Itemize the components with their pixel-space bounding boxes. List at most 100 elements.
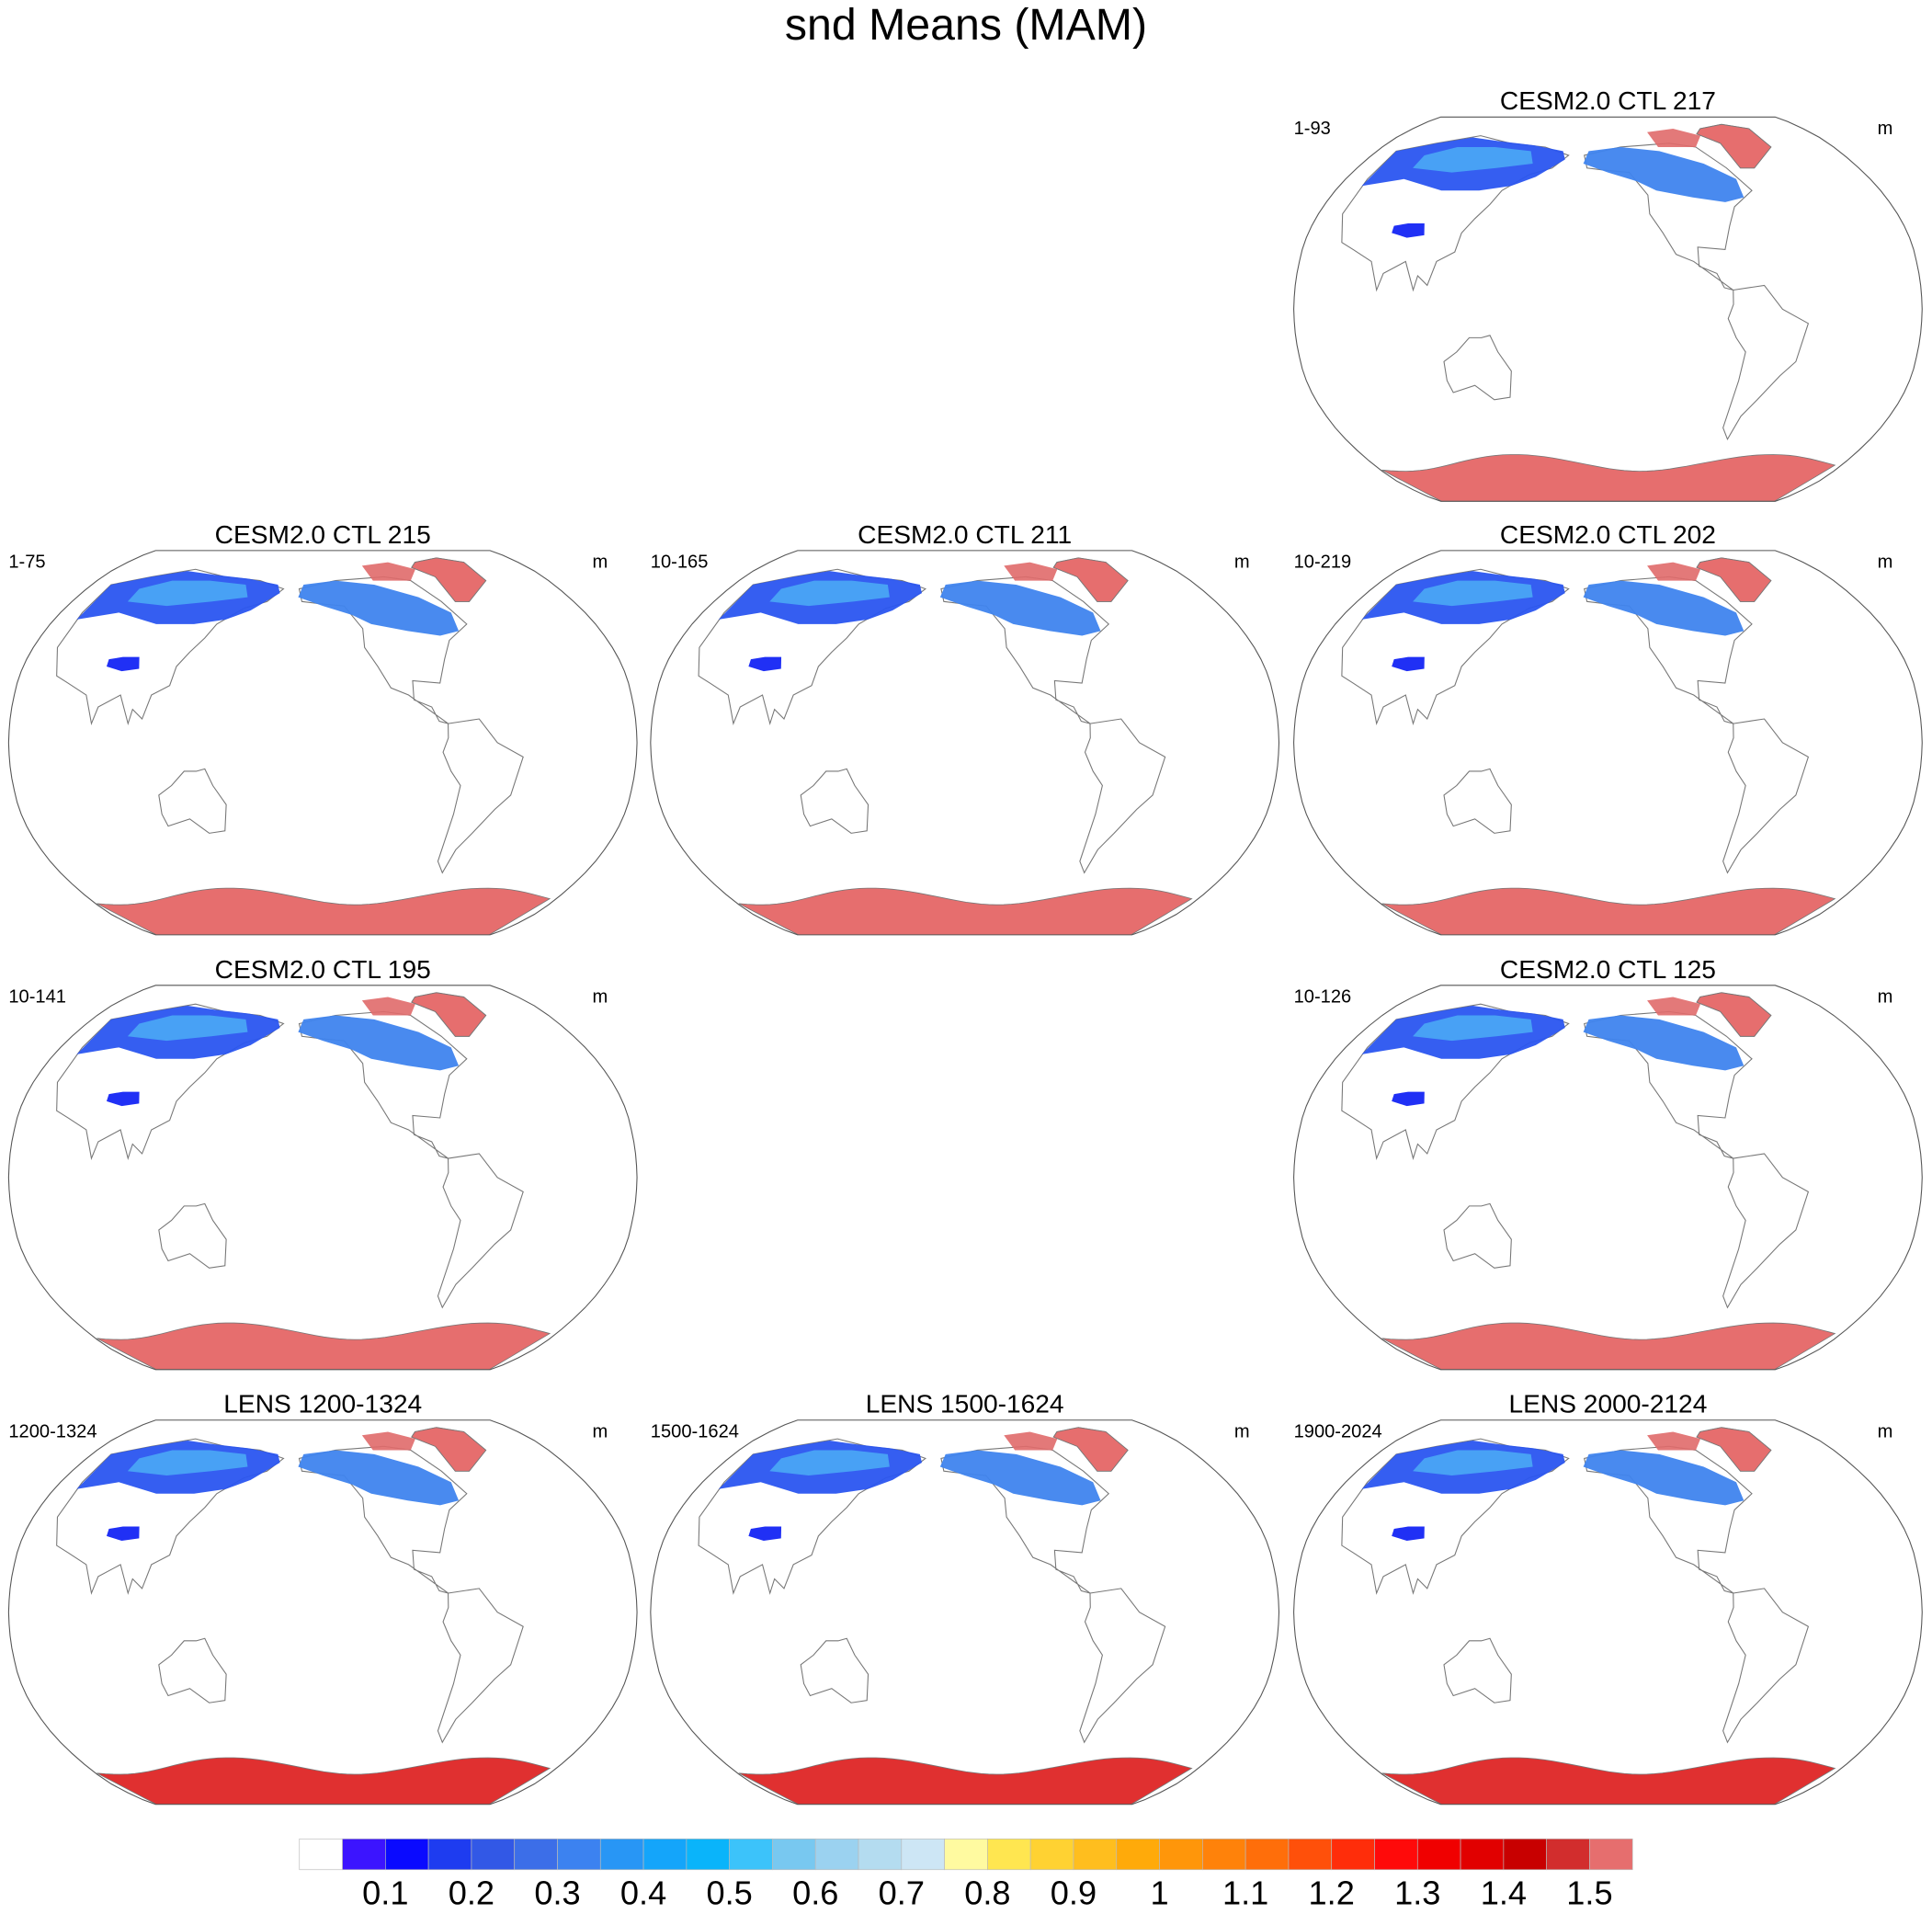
colorbar-label: 1.5 [1566,1874,1612,1911]
colorbar-box [987,1838,1031,1871]
panel-left-label: 1500-1624 [651,1422,739,1442]
panel-left-label: 1-75 [8,553,45,573]
coastline [940,1445,1110,1594]
coastline [1443,1637,1512,1703]
snow-greenland [411,557,487,602]
snow-tibet [106,1091,140,1107]
colorbar-label: 1.1 [1222,1874,1268,1911]
panel-title: CESM2.0 CTL 125 [1500,955,1716,984]
snow-eurasia-core [127,1015,248,1042]
colorbar-label: 0.5 [706,1874,752,1911]
snow-north-america [1583,580,1744,636]
colorbar-label: 1.2 [1309,1874,1355,1911]
snow-greenland [411,1427,487,1472]
snow-arctic-islands [1647,562,1701,581]
coastline [1722,1153,1810,1309]
snow-eurasia-core [1413,1015,1533,1042]
panel-left-label: 1-93 [1294,119,1331,139]
colorbar-box [814,1838,859,1871]
colorbar-label: 0.9 [1051,1874,1097,1911]
colorbar-box [1416,1838,1461,1871]
panel-units: m [592,553,608,573]
colorbar-box [1546,1838,1590,1871]
panel-units: m [592,1422,608,1442]
map-outline [1293,116,1923,502]
panel-left-label: 1200-1324 [8,1422,97,1442]
colorbar-label: 1.4 [1481,1874,1527,1911]
colorbar-box [1029,1838,1074,1871]
coastline [437,1588,524,1744]
colorbar-label: 1.3 [1394,1874,1440,1911]
snow-north-america [298,1450,460,1506]
snow-north-america [1583,1015,1744,1071]
coastline [940,575,1110,724]
snow-greenland [1052,557,1129,602]
colorbar-box [858,1838,903,1871]
map-panel: CESM2.0 CTL 125 10-126 m [1293,955,1923,1371]
panel-units: m [1878,553,1893,573]
snow-antarctica [97,1322,551,1370]
snow-tibet [748,1526,782,1542]
map-outline [7,985,638,1371]
snow-arctic-islands [1004,1431,1058,1451]
snow-north-america [939,580,1101,636]
panel-left-label: 10-126 [1294,987,1352,1008]
map-layers [56,1427,551,1805]
snow-north-america [1583,146,1744,202]
snow-antarctica [1381,1757,1836,1805]
snow-tibet [1392,223,1425,238]
map-layers [56,557,551,935]
coastline [1079,1588,1166,1744]
colorbar-box [1202,1838,1246,1871]
snow-eurasia-core [1413,580,1533,607]
map-outline [7,550,638,936]
snow-arctic-islands [1647,129,1701,147]
snow-north-america [1583,1450,1744,1506]
snow-arctic-islands [361,562,415,581]
map-layers [1341,992,1836,1370]
map-outline [1293,985,1923,1371]
panel-left-label: 10-219 [1294,553,1352,573]
colorbar-box [1159,1838,1203,1871]
colorbar-box [1331,1838,1375,1871]
panel-title: LENS 1200-1324 [223,1390,422,1418]
colorbar-label: 0.6 [792,1874,838,1911]
colorbar-label: 0.2 [449,1874,494,1911]
colorbar-box [342,1838,386,1871]
colorbar-box [1589,1838,1633,1871]
colorbar-box [1116,1838,1160,1871]
snow-greenland [1696,1427,1772,1472]
coastline [437,1153,524,1309]
panel-units: m [1234,1422,1250,1442]
panel-units: m [1234,553,1250,573]
map-panel: CESM2.0 CTL 195 10-141 m [7,955,638,1371]
coastline [298,1445,468,1594]
snow-arctic-islands [1647,1431,1701,1451]
snow-tibet [1392,1526,1425,1542]
snow-antarctica [738,887,1193,935]
colorbar-box [1073,1838,1118,1871]
colorbar-box [1460,1838,1505,1871]
coastline [158,1637,227,1703]
colorbar-box [557,1838,601,1871]
panel-units: m [1878,1422,1893,1442]
panel-title: CESM2.0 CTL 202 [1500,520,1716,549]
snow-tibet [1392,656,1425,672]
coastline [298,1010,468,1159]
snow-antarctica [1381,1322,1836,1370]
coastline [1584,142,1753,291]
snow-greenland [1696,992,1772,1037]
coastline [800,1637,869,1703]
coastline [298,575,468,724]
colorbar-box [944,1838,988,1871]
map-outline [650,550,1280,936]
snow-eurasia-core [1413,146,1533,173]
panel-left-label: 10-141 [8,987,66,1008]
map-outline [1293,550,1923,936]
panel-left-label: 10-165 [651,553,709,573]
colorbar-label: 1 [1150,1874,1168,1911]
colorbar-label: 0.7 [879,1874,925,1911]
map-layers [698,1427,1193,1805]
snow-tibet [106,1526,140,1542]
